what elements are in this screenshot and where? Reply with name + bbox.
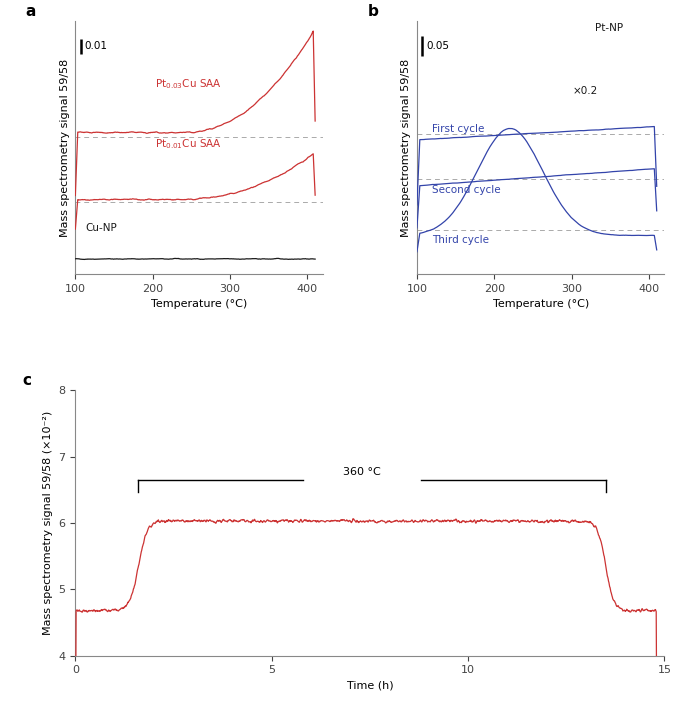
Text: Third cycle: Third cycle bbox=[432, 235, 489, 245]
Y-axis label: Mass spectrometry signal 59/58: Mass spectrometry signal 59/58 bbox=[401, 59, 412, 237]
Text: a: a bbox=[26, 4, 36, 19]
Text: Pt-NP: Pt-NP bbox=[595, 23, 623, 33]
Text: c: c bbox=[23, 373, 32, 388]
Text: Pt$_{0.03}$Cu SAA: Pt$_{0.03}$Cu SAA bbox=[155, 77, 221, 91]
X-axis label: Time (h): Time (h) bbox=[347, 681, 393, 691]
Text: First cycle: First cycle bbox=[432, 124, 484, 135]
Text: b: b bbox=[367, 4, 378, 19]
Text: Cu-NP: Cu-NP bbox=[85, 223, 117, 233]
X-axis label: Temperature (°C): Temperature (°C) bbox=[493, 299, 589, 309]
Text: 0.01: 0.01 bbox=[85, 42, 108, 51]
Text: Second cycle: Second cycle bbox=[432, 185, 501, 195]
Y-axis label: Mass spectrometry signal 59/58 (×10⁻²): Mass spectrometry signal 59/58 (×10⁻²) bbox=[43, 411, 53, 635]
Text: 360 °C: 360 °C bbox=[343, 467, 381, 477]
Text: Pt$_{0.01}$Cu SAA: Pt$_{0.01}$Cu SAA bbox=[155, 137, 221, 152]
Y-axis label: Mass spectrometry signal 59/58: Mass spectrometry signal 59/58 bbox=[60, 59, 70, 237]
Text: ×0.2: ×0.2 bbox=[573, 87, 598, 97]
Text: 0.05: 0.05 bbox=[426, 41, 449, 51]
X-axis label: Temperature (°C): Temperature (°C) bbox=[151, 299, 247, 309]
